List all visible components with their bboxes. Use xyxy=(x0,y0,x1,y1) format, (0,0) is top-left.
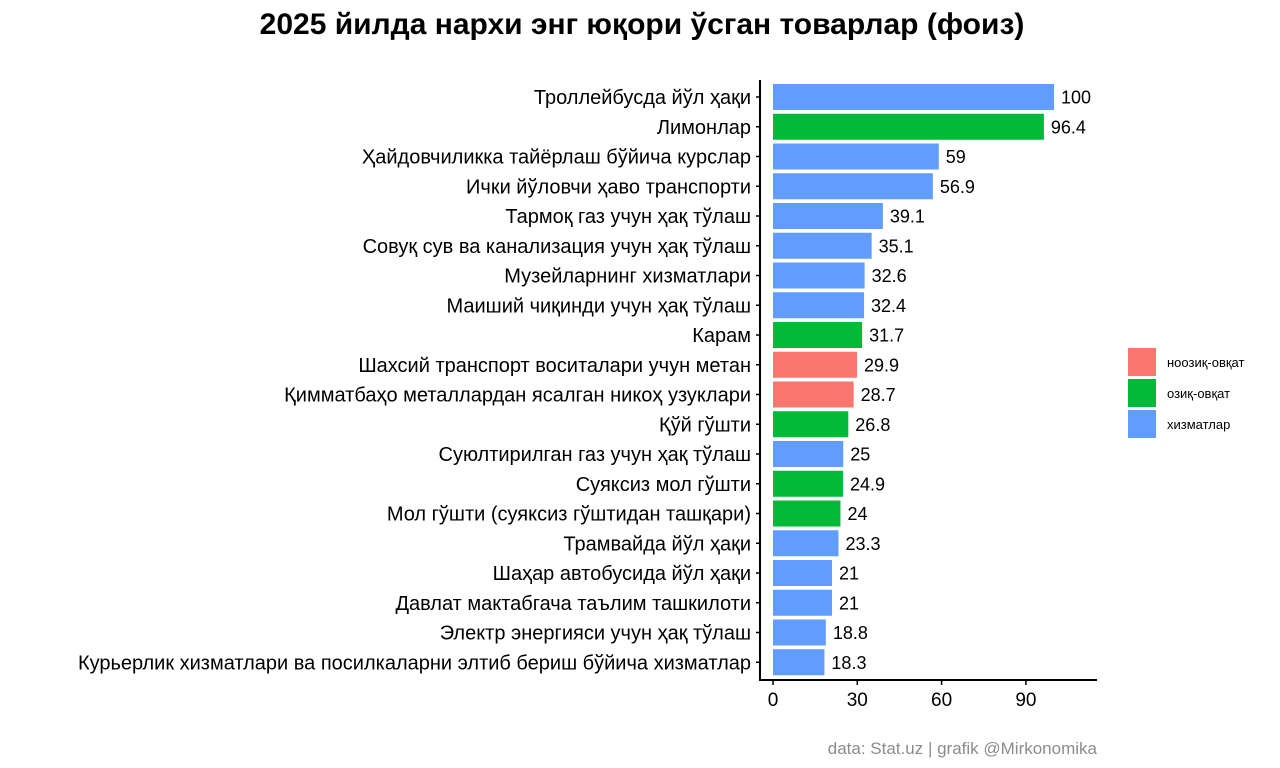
bar xyxy=(773,262,865,289)
category-label: Курьерлик хизматлари ва посилкаларни элт… xyxy=(78,652,751,674)
bar xyxy=(773,84,1054,110)
category-label: Суюлтирилган газ учун ҳақ тўлаш xyxy=(439,444,751,466)
category-label: Трамвайда йўл ҳақи xyxy=(563,533,751,555)
legend-label: хизматлар xyxy=(1167,417,1230,432)
value-label: 96.4 xyxy=(1051,117,1086,137)
category-label: Тармоқ газ учун ҳақ тўлаш xyxy=(505,206,751,228)
chart-title: 2025 йилда нархи энг юқори ўсган товарла… xyxy=(260,8,1025,41)
category-label: Суяксиз мол гўшти xyxy=(576,474,751,496)
value-label: 29.9 xyxy=(864,355,899,375)
category-label: Шаҳар автобусида йўл ҳақи xyxy=(493,563,751,585)
category-label: Маиший чиқинди учун ҳақ тўлаш xyxy=(446,295,751,317)
value-label: 18.3 xyxy=(831,653,866,673)
value-label: 31.7 xyxy=(869,326,904,346)
value-label: 28.7 xyxy=(861,385,896,405)
bar xyxy=(773,143,939,170)
bar xyxy=(773,203,883,229)
bar xyxy=(773,530,839,557)
legend-key xyxy=(1128,379,1156,407)
bar xyxy=(773,500,841,527)
value-label: 56.9 xyxy=(940,177,975,197)
bar xyxy=(773,470,843,497)
legend-key xyxy=(1128,410,1156,438)
x-tick-label: 90 xyxy=(1015,690,1036,711)
value-label: 32.6 xyxy=(872,266,907,286)
bar xyxy=(773,322,863,348)
value-label: 23.3 xyxy=(845,534,880,554)
bar xyxy=(773,560,833,586)
value-label: 26.8 xyxy=(855,415,890,435)
value-label: 100 xyxy=(1061,88,1091,108)
x-tick-label: 0 xyxy=(768,690,779,711)
bars-layer xyxy=(773,84,1054,676)
bar xyxy=(773,351,858,378)
legend: ноозиқ-овқат озиқ-овқат хизматлар xyxy=(1128,348,1245,438)
bar xyxy=(773,411,849,438)
category-label: Мол гўшти (суяксиз гўштидан ташқари) xyxy=(387,504,751,526)
value-label: 25 xyxy=(850,445,870,465)
category-label: Давлат мактабгача таълим ташкилоти xyxy=(395,593,751,615)
category-label: Қўй гўшти xyxy=(659,414,751,436)
category-label: Ички йўловчи ҳаво транспорти xyxy=(466,176,751,198)
legend-label: озиқ-овқат xyxy=(1167,386,1230,401)
x-tick-label: 60 xyxy=(931,690,952,711)
legend-label: ноозиқ-овқат xyxy=(1167,355,1245,370)
axes: 0 30 60 90 xyxy=(756,80,1097,711)
category-label: Совуқ сув ва канализация учун ҳақ тўлаш xyxy=(363,236,751,258)
bar xyxy=(773,649,825,676)
value-label: 24.9 xyxy=(850,474,885,494)
value-label: 18.8 xyxy=(833,623,868,643)
value-label: 39.1 xyxy=(890,207,925,227)
bar xyxy=(773,292,865,319)
chart-caption: data: Stat.uz | grafik @Mirkonomika xyxy=(828,739,1098,758)
legend-key xyxy=(1128,348,1156,376)
category-label: Троллейбусда йўл ҳақи xyxy=(534,87,751,109)
bar xyxy=(773,381,854,408)
value-label: 35.1 xyxy=(879,236,914,256)
category-labels: Троллейбусда йўл ҳақи Лимонлар Ҳайдовчилик… xyxy=(78,87,751,674)
category-label: Электр энергияси учун ҳақ тўлаш xyxy=(440,623,751,645)
value-label: 32.4 xyxy=(871,296,906,316)
bar xyxy=(773,232,872,259)
bar xyxy=(773,619,826,646)
value-label: 59 xyxy=(946,147,966,167)
category-label: Карам xyxy=(692,325,751,347)
bar xyxy=(773,113,1044,140)
value-label: 21 xyxy=(839,593,859,613)
category-label: Музейларнинг хизматлари xyxy=(504,266,751,288)
category-label: Шахсий транспорт воситалари учун метан xyxy=(358,355,751,377)
value-label: 24 xyxy=(847,504,867,524)
category-label: Лимонлар xyxy=(657,117,751,139)
category-label: Ҳайдовчиликка тайёрлаш бўйича курслар xyxy=(362,147,751,169)
bar xyxy=(773,589,833,616)
bar xyxy=(773,441,844,467)
category-label: Қимматбаҳо металлардан ясалган никоҳ узу… xyxy=(284,385,751,407)
bar xyxy=(773,173,933,200)
value-labels: 100 96.4 59 56.9 39.1 35.1 32.6 32.4 31.7 29.9 28.… xyxy=(831,88,1091,673)
x-tick-label: 30 xyxy=(847,690,868,711)
value-label: 21 xyxy=(839,564,859,584)
